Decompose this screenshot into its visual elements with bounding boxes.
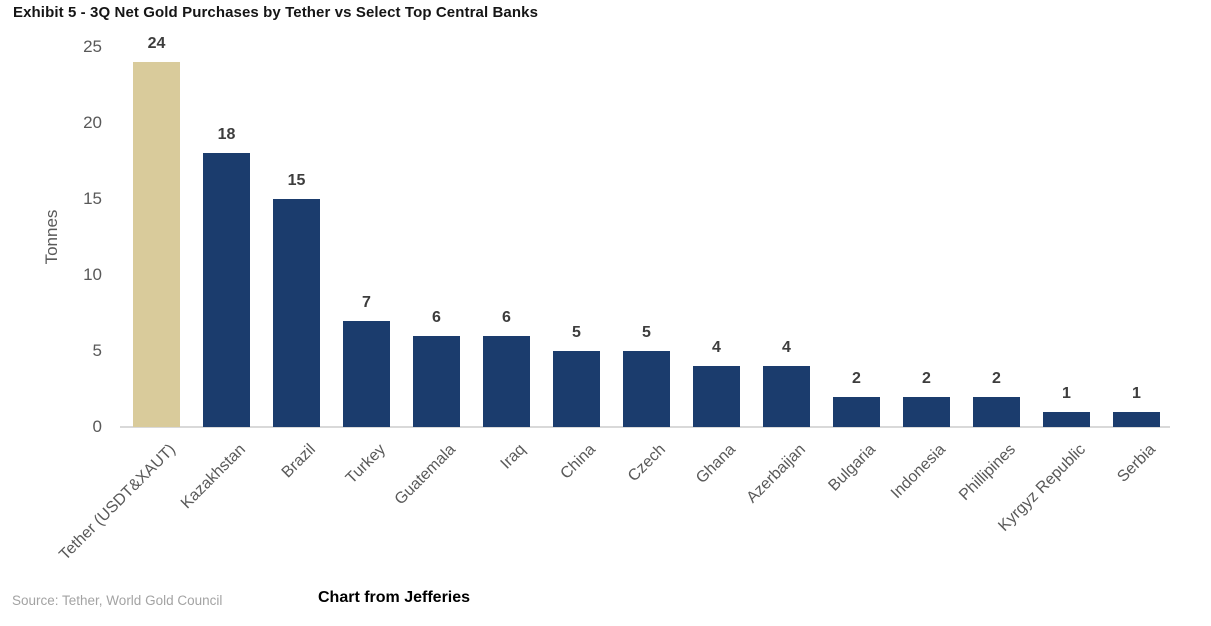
x-axis-category-label: Bulgaria: [824, 441, 879, 495]
bar-value-label: 1: [1062, 384, 1071, 402]
x-axis-category-label: Ghana: [692, 441, 739, 487]
y-axis-tick-label: 10: [83, 265, 102, 284]
bar-value-label: 4: [782, 339, 791, 357]
y-axis-tick-label: 15: [83, 189, 102, 208]
bar-value-label: 7: [362, 293, 371, 311]
bar-czech: [623, 351, 670, 427]
bar-value-label: 5: [642, 324, 651, 341]
bar-value-label: 2: [992, 369, 1001, 387]
x-axis-category-label: Brazil: [278, 441, 319, 482]
x-axis-category-label: Czech: [624, 441, 669, 486]
bar-brazil: [273, 199, 320, 427]
bar-iraq: [483, 335, 530, 427]
x-axis-category-label: Kazakhstan: [177, 441, 249, 513]
bar-value-label: 2: [852, 369, 861, 387]
bar-value-label: 6: [432, 308, 441, 326]
bar-kyrgyz-republic: [1043, 411, 1090, 427]
bar-phillipines: [973, 396, 1020, 427]
y-axis-tick-label: 20: [83, 113, 102, 132]
bar-turkey: [343, 320, 390, 427]
bar-value-label: 24: [147, 35, 166, 53]
bar-guatemala: [413, 335, 460, 427]
bar-value-label: 5: [572, 324, 581, 341]
chart-title: Exhibit 5 - 3Q Net Gold Purchases by Tet…: [13, 4, 539, 21]
y-axis-tick-label: 25: [83, 37, 102, 56]
bar-tether-usdt-xaut: [133, 62, 180, 427]
bar-china: [553, 351, 600, 427]
bar-bulgaria: [833, 396, 880, 427]
bar-value-label: 1: [1132, 384, 1141, 402]
x-axis-category-label: Tether (USDT&XAUT): [55, 441, 179, 564]
bar-value-label: 15: [287, 172, 306, 189]
x-axis-category-label: Azerbaijan: [743, 441, 809, 507]
x-axis-category-label: China: [556, 441, 599, 483]
x-axis-line: [120, 426, 1170, 428]
chart-credit: Chart from Jefferies: [318, 589, 471, 606]
y-axis-tick-label: 5: [92, 341, 102, 360]
bar-value-label: 18: [217, 126, 236, 144]
x-axis-category-label: Serbia: [1113, 441, 1159, 486]
bar-value-label: 2: [922, 369, 931, 387]
bar-azerbaijan: [763, 366, 810, 427]
x-axis-category-label: Turkey: [342, 441, 389, 488]
bar-kazakhstan: [203, 153, 250, 427]
bar-value-label: 4: [712, 339, 721, 357]
x-axis-category-label: Guatemala: [391, 441, 459, 509]
bar-value-label: 6: [502, 308, 511, 326]
x-axis-category-label: Indonesia: [887, 441, 949, 503]
y-axis-tick-label: 0: [92, 417, 102, 436]
source-note: Source: Tether, World Gold Council: [12, 593, 223, 608]
bar-indonesia: [903, 396, 950, 427]
bar-serbia: [1113, 411, 1160, 427]
x-axis-category-label: Phillipines: [955, 441, 1019, 504]
bar-ghana: [693, 366, 740, 427]
x-axis-category-label: Iraq: [496, 441, 529, 473]
